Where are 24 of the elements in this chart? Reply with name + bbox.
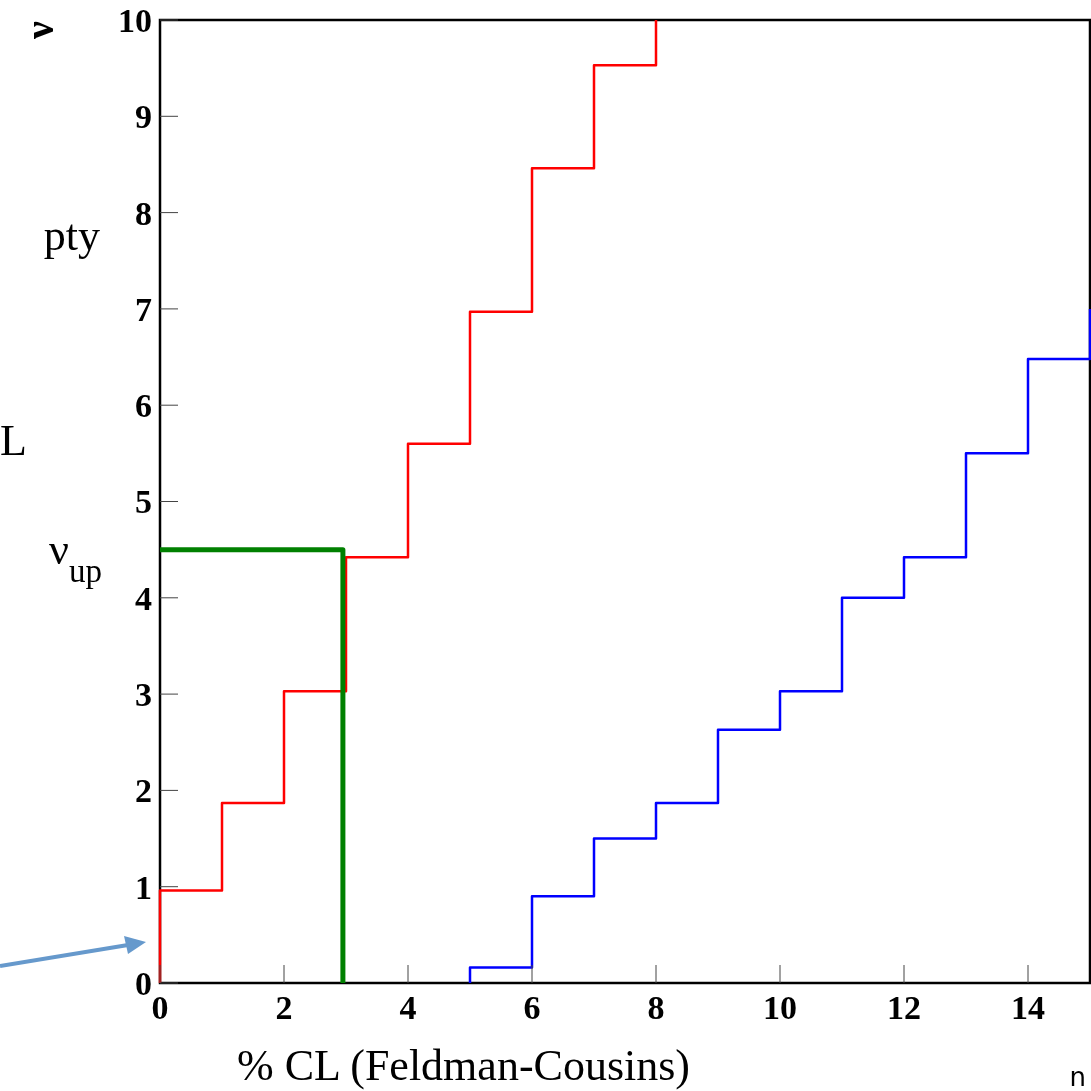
- y-tick-label: 8: [135, 194, 152, 232]
- y-tick-label: 3: [135, 676, 152, 713]
- text: pty: [43, 211, 100, 260]
- text: % CL (Feldman-Cousins): [237, 1041, 690, 1090]
- x-tick-label: 6: [523, 989, 541, 1026]
- y-tick-label: 5: [135, 483, 152, 521]
- x-tick-label: 10: [763, 989, 797, 1026]
- y-tick-label: 6: [135, 387, 152, 425]
- y-axis-title: ν: [17, 20, 62, 40]
- y-tick-label: 1: [135, 868, 152, 906]
- x-axis-title: n: [1069, 1062, 1086, 1091]
- x-tick-label: 4: [399, 989, 417, 1026]
- x-tick-label: 2: [275, 989, 293, 1026]
- y-tick-label: 0: [135, 964, 152, 1002]
- y-tick-label: 7: [135, 290, 152, 328]
- y-tick-label: 2: [135, 772, 152, 810]
- y-tick-label: 9: [135, 98, 152, 136]
- x-tick-label: 12: [887, 989, 921, 1026]
- x-tick-label: 8: [647, 989, 665, 1026]
- x-tick-label: 14: [1011, 989, 1045, 1026]
- y-tick-label: 4: [135, 579, 152, 617]
- annotation: ν$_{up}$: [49, 524, 102, 589]
- text: L: [0, 416, 27, 465]
- y-tick-label: 10: [118, 1, 152, 39]
